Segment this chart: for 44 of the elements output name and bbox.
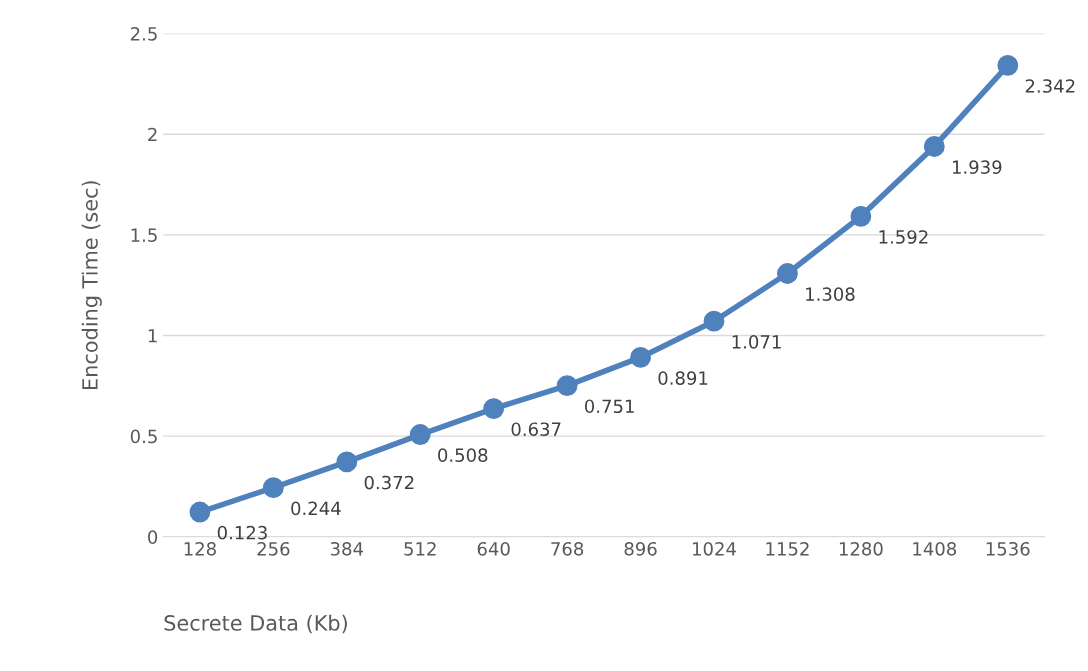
- point: [703, 310, 725, 332]
- data-label: 0.891: [658, 371, 708, 385]
- point: [997, 54, 1019, 76]
- point: [630, 347, 651, 368]
- data-label: 0.372: [364, 475, 414, 490]
- point: [336, 451, 358, 473]
- y-tick-label: 2: [148, 127, 157, 142]
- data-label: 1.308: [806, 287, 855, 301]
- x-tick-label: 1536: [986, 541, 1030, 556]
- x-tick-label: 1408: [913, 541, 957, 556]
- point: [483, 398, 505, 419]
- y-axis-title: Encoding Time (sec): [81, 181, 102, 389]
- y-tick-label: 0.5: [130, 429, 157, 444]
- y-tick-label: 1.5: [131, 228, 157, 242]
- x-tick-label: 640: [477, 541, 510, 556]
- data-label: 0.123: [217, 525, 267, 540]
- x-tick-label: 128: [184, 541, 216, 556]
- data-label: 2.342: [1025, 79, 1075, 93]
- data-label: 0.637: [511, 422, 561, 437]
- x-tick-label: 1152: [766, 541, 809, 556]
- point: [777, 263, 798, 284]
- x-tick-label: 768: [551, 541, 584, 556]
- data-label: 1.071: [732, 335, 781, 349]
- point: [556, 375, 578, 397]
- data-label: 0.508: [438, 448, 488, 462]
- x-tick-label: 384: [330, 541, 364, 556]
- y-tick-label: 0: [148, 530, 158, 544]
- x-tick-label: 256: [257, 541, 290, 556]
- x-tick-label: 512: [404, 541, 436, 556]
- y-tick-label: 2.5: [130, 27, 157, 41]
- data-label: 0.751: [584, 399, 634, 414]
- x-tick-label: 1024: [693, 541, 736, 556]
- data-label: 0.244: [291, 501, 341, 516]
- x-tick-label: 1280: [839, 541, 883, 556]
- y-tick-label: 1: [148, 329, 157, 343]
- point: [189, 501, 211, 523]
- point: [850, 205, 872, 227]
- x-tick-label: 896: [624, 541, 657, 556]
- data-label: 1.939: [952, 160, 1002, 174]
- x-axis-title: Secrete Data (Kb): [164, 614, 347, 634]
- point: [409, 424, 431, 445]
- point: [923, 136, 945, 157]
- data-label: 1.592: [879, 230, 928, 244]
- point: [262, 477, 284, 499]
